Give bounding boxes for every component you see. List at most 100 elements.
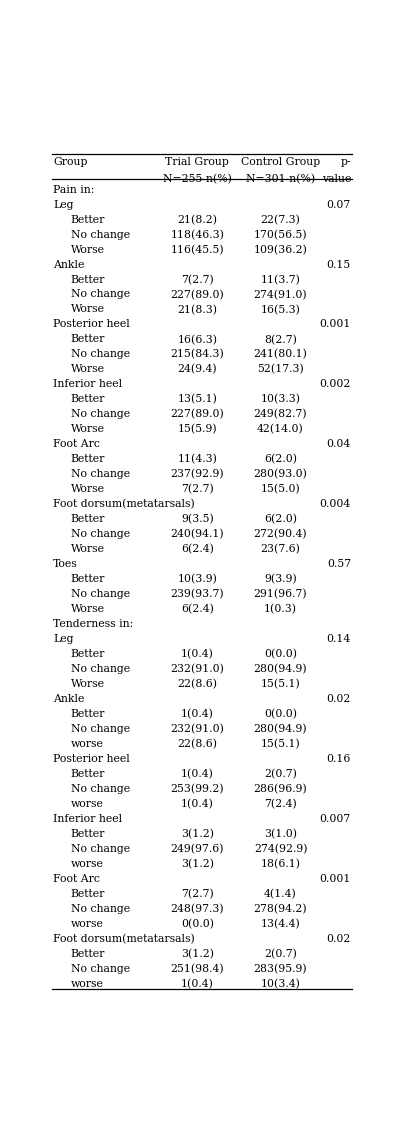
Text: No change: No change	[71, 844, 130, 854]
Text: 0.007: 0.007	[320, 814, 351, 824]
Text: Better: Better	[71, 334, 105, 344]
Text: 6(2.0): 6(2.0)	[264, 455, 297, 465]
Text: Ankle: Ankle	[53, 259, 84, 270]
Text: Better: Better	[71, 769, 105, 779]
Text: 248(97.3): 248(97.3)	[171, 903, 224, 914]
Text: 0.002: 0.002	[320, 379, 351, 389]
Text: 241(80.1): 241(80.1)	[254, 349, 307, 359]
Text: 3(1.2): 3(1.2)	[181, 829, 214, 839]
Text: worse: worse	[71, 739, 104, 748]
Text: Worse: Worse	[71, 604, 105, 614]
Text: 0.14: 0.14	[327, 634, 351, 644]
Text: 3(1.2): 3(1.2)	[181, 859, 214, 869]
Text: 240(94.1): 240(94.1)	[171, 529, 224, 540]
Text: value: value	[322, 174, 351, 184]
Text: 3(1.2): 3(1.2)	[181, 948, 214, 959]
Text: 18(6.1): 18(6.1)	[260, 859, 301, 869]
Text: 0(0.0): 0(0.0)	[264, 649, 297, 659]
Text: 9(3.5): 9(3.5)	[181, 514, 214, 525]
Text: 1(0.4): 1(0.4)	[181, 769, 214, 779]
Text: 170(56.5): 170(56.5)	[254, 230, 307, 240]
Text: 22(8.6): 22(8.6)	[177, 739, 217, 750]
Text: 1(0.3): 1(0.3)	[264, 604, 297, 614]
Text: Better: Better	[71, 395, 105, 404]
Text: 278(94.2): 278(94.2)	[254, 903, 307, 914]
Text: 280(93.0): 280(93.0)	[254, 470, 307, 480]
Text: 0.02: 0.02	[327, 933, 351, 944]
Text: Tenderness in:: Tenderness in:	[53, 619, 133, 629]
Text: 280(94.9): 280(94.9)	[254, 724, 307, 735]
Text: No change: No change	[71, 470, 130, 479]
Text: No change: No change	[71, 724, 130, 734]
Text: 11(3.7): 11(3.7)	[260, 274, 301, 285]
Text: 0.001: 0.001	[320, 319, 351, 329]
Text: 0.07: 0.07	[327, 200, 351, 210]
Text: 2(0.7): 2(0.7)	[264, 769, 297, 779]
Text: Pain in:: Pain in:	[53, 185, 94, 195]
Text: 0.001: 0.001	[320, 874, 351, 884]
Text: 0.04: 0.04	[327, 440, 351, 449]
Text: 118(46.3): 118(46.3)	[171, 230, 224, 240]
Text: 10(3.3): 10(3.3)	[260, 395, 301, 405]
Text: Group: Group	[53, 157, 87, 168]
Text: 232(91.0): 232(91.0)	[171, 724, 224, 735]
Text: Foot Arc: Foot Arc	[53, 440, 100, 449]
Text: Better: Better	[71, 514, 105, 525]
Text: 249(97.6): 249(97.6)	[171, 844, 224, 854]
Text: Better: Better	[71, 889, 105, 899]
Text: 286(96.9): 286(96.9)	[254, 784, 307, 794]
Text: 239(93.7): 239(93.7)	[171, 589, 224, 599]
Text: 274(91.0): 274(91.0)	[254, 289, 307, 300]
Text: 6(2.0): 6(2.0)	[264, 514, 297, 525]
Text: worse: worse	[71, 799, 104, 809]
Text: N=255 n(%): N=255 n(%)	[163, 174, 232, 185]
Text: 3(1.0): 3(1.0)	[264, 829, 297, 839]
Text: N=301 n(%): N=301 n(%)	[246, 174, 315, 185]
Text: Foot dorsum(metatarsals): Foot dorsum(metatarsals)	[53, 499, 195, 510]
Text: 0(0.0): 0(0.0)	[181, 918, 214, 929]
Text: 272(90.4): 272(90.4)	[254, 529, 307, 540]
Text: Worse: Worse	[71, 245, 105, 255]
Text: worse: worse	[71, 979, 104, 988]
Text: Worse: Worse	[71, 544, 105, 554]
Text: 13(4.4): 13(4.4)	[261, 918, 301, 929]
Text: Better: Better	[71, 574, 105, 584]
Text: 9(3.9): 9(3.9)	[264, 574, 297, 584]
Text: 7(2.4): 7(2.4)	[264, 799, 297, 809]
Text: Worse: Worse	[71, 364, 105, 374]
Text: 0.02: 0.02	[327, 695, 351, 704]
Text: 0(0.0): 0(0.0)	[264, 709, 297, 720]
Text: 0.57: 0.57	[327, 559, 351, 569]
Text: 251(98.4): 251(98.4)	[171, 963, 224, 974]
Text: worse: worse	[71, 918, 104, 929]
Text: 249(82.7): 249(82.7)	[254, 410, 307, 420]
Text: 42(14.0): 42(14.0)	[257, 425, 304, 435]
Text: Better: Better	[71, 455, 105, 464]
Text: Foot dorsum(metatarsals): Foot dorsum(metatarsals)	[53, 933, 195, 944]
Text: 10(3.9): 10(3.9)	[177, 574, 217, 584]
Text: Posterior heel: Posterior heel	[53, 319, 130, 329]
Text: Better: Better	[71, 948, 105, 959]
Text: 16(5.3): 16(5.3)	[260, 304, 301, 315]
Text: 24(9.4): 24(9.4)	[178, 364, 217, 374]
Text: 116(45.5): 116(45.5)	[171, 245, 224, 255]
Text: No change: No change	[71, 963, 130, 974]
Text: Inferior heel: Inferior heel	[53, 814, 122, 824]
Text: worse: worse	[71, 859, 104, 869]
Text: 280(94.9): 280(94.9)	[254, 664, 307, 674]
Text: 15(5.1): 15(5.1)	[261, 739, 301, 750]
Text: 215(84.3): 215(84.3)	[171, 349, 224, 359]
Text: 15(5.1): 15(5.1)	[261, 680, 301, 689]
Text: 0.004: 0.004	[320, 499, 351, 510]
Text: Worse: Worse	[71, 425, 105, 434]
Text: 227(89.0): 227(89.0)	[171, 410, 224, 420]
Text: 8(2.7): 8(2.7)	[264, 334, 297, 344]
Text: 22(8.6): 22(8.6)	[177, 680, 217, 689]
Text: Control Group: Control Group	[241, 157, 320, 168]
Text: 274(92.9): 274(92.9)	[254, 844, 307, 854]
Text: Better: Better	[71, 649, 105, 659]
Text: Inferior heel: Inferior heel	[53, 379, 122, 389]
Text: 7(2.7): 7(2.7)	[181, 484, 214, 495]
Text: 22(7.3): 22(7.3)	[260, 215, 301, 225]
Text: Better: Better	[71, 829, 105, 839]
